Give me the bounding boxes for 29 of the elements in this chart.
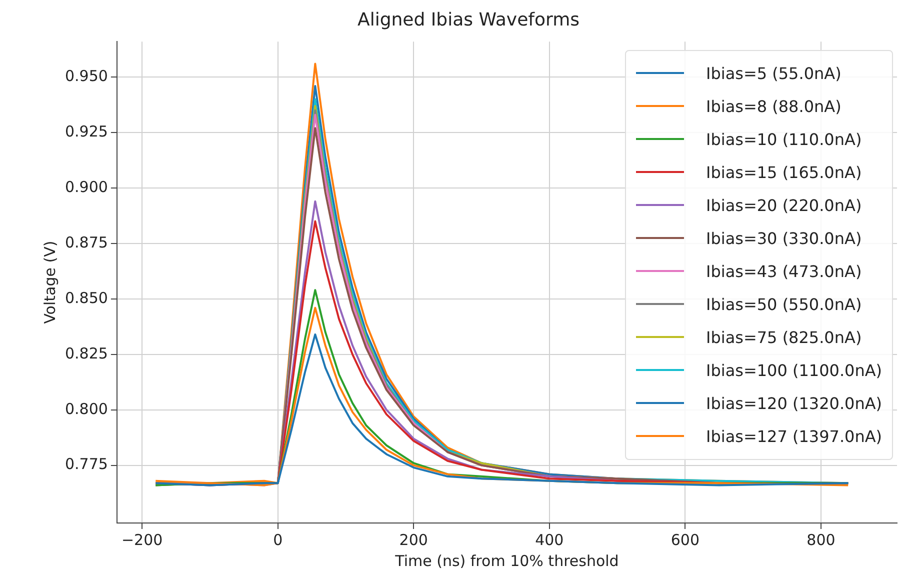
legend-label: Ibias=50 (550.0nA) [706, 294, 862, 314]
y-tick-label: 0.875 [64, 233, 108, 252]
y-tick-label: 0.925 [64, 122, 108, 140]
chart-title: Aligned Ibias Waveforms [358, 9, 580, 30]
y-tick-label: 0.825 [64, 344, 108, 362]
legend-label: Ibias=5 (55.0nA) [706, 64, 842, 83]
x-tick-label: 400 [535, 530, 564, 549]
legend-label: Ibias=75 (825.0nA) [706, 328, 862, 347]
y-tick-label: 0.800 [64, 400, 108, 418]
x-tick-label: 0 [273, 530, 283, 549]
legend-label: Ibias=20 (220.0nA) [706, 196, 862, 215]
legend-label: Ibias=120 (1320.0nA) [706, 394, 882, 413]
legend-label: Ibias=8 (88.0nA) [706, 96, 842, 116]
legend-label: Ibias=43 (473.0nA) [706, 262, 862, 281]
legend-label: Ibias=15 (165.0nA) [706, 162, 862, 182]
y-tick-label: 0.950 [64, 66, 108, 85]
y-tick-label: 0.850 [64, 288, 108, 307]
y-tick-label: 0.900 [64, 178, 108, 196]
legend-label: Ibias=10 (110.0nA) [706, 130, 862, 149]
legend-label: Ibias=100 (1100.0nA) [706, 360, 882, 380]
x-tick-label: −200 [121, 530, 163, 549]
x-axis-title: Time (ns) from 10% threshold [394, 552, 619, 570]
x-tick-label: 800 [806, 530, 836, 549]
x-tick-label: 600 [670, 530, 700, 549]
y-tick-label: 0.775 [64, 455, 108, 474]
legend-label: Ibias=30 (330.0nA) [706, 228, 862, 248]
legend-label: Ibias=127 (1397.0nA) [706, 426, 882, 446]
y-axis-title: Voltage (V) [40, 240, 59, 324]
x-tick-label: 200 [399, 530, 428, 549]
